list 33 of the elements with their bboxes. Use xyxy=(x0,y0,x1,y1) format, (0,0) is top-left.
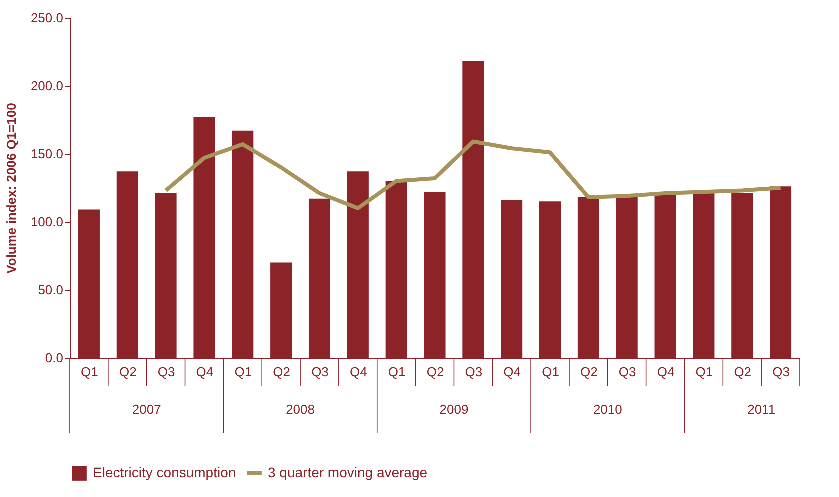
x-tick-label: Q1 xyxy=(234,364,252,380)
x-tick-label: Q2 xyxy=(119,364,137,380)
x-tick-label: Q4 xyxy=(350,364,368,380)
x-tick-label: Q2 xyxy=(273,364,290,380)
y-tick-label: 0.0 xyxy=(45,350,64,366)
x-tick-label: Q2 xyxy=(426,364,444,380)
x-tick-label: Q2 xyxy=(734,364,752,380)
x-tick-label: Q3 xyxy=(158,364,176,380)
legend-label: 3 quarter moving average xyxy=(268,464,428,480)
x-tick-label: Q3 xyxy=(618,364,636,380)
text: 2008 xyxy=(286,402,315,417)
x-tick-label: Q1 xyxy=(542,364,560,380)
y-axis-title: Volume index: 2006 Q1=100 xyxy=(4,103,19,274)
y-tick-label: 150.0 xyxy=(30,146,64,162)
x-tick-label: Q4 xyxy=(504,364,522,380)
x-tick-label: Q4 xyxy=(196,364,214,380)
text: 2010 xyxy=(593,402,622,417)
legend-label: Electricity consumption xyxy=(93,464,236,480)
x-tick-label: Q2 xyxy=(580,364,598,380)
x-tick-label: Q1 xyxy=(696,364,714,380)
text: 2009 xyxy=(440,402,469,417)
y-tick-label: 100.0 xyxy=(30,214,64,230)
x-tick-label: Q1 xyxy=(81,364,98,380)
x-tick-label: Q3 xyxy=(312,364,329,380)
text: 2011 xyxy=(748,402,776,417)
text: 2007 xyxy=(132,402,162,417)
x-tick-label: Q3 xyxy=(772,364,790,380)
x-tick-label: Q3 xyxy=(465,364,483,380)
y-tick-label: 50.0 xyxy=(38,282,64,298)
y-tick-label: 250.0 xyxy=(30,10,64,26)
x-tick-label: Q1 xyxy=(388,364,406,380)
y-tick-label: 200.0 xyxy=(30,78,64,94)
x-tick-label: Q4 xyxy=(657,364,675,380)
